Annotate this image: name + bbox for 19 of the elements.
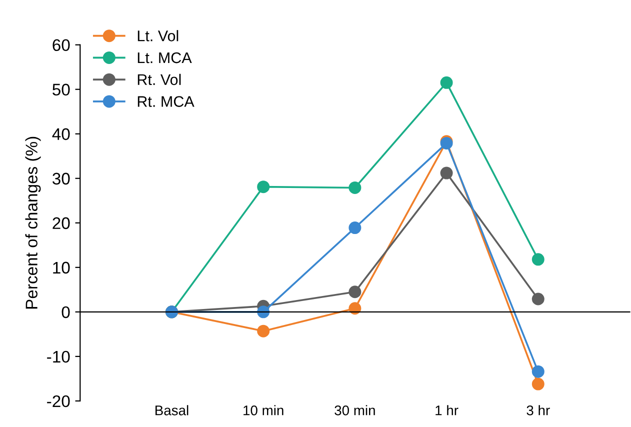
x-tick-label: Basal: [156, 405, 188, 416]
y-tick-label: 50: [52, 84, 70, 96]
y-tick-label: 40: [52, 128, 70, 140]
y-tick-label: 30: [52, 172, 70, 185]
x-tick-label: 3 hr: [526, 405, 550, 416]
y-tick-label: -10: [47, 350, 70, 363]
x-tick-label: 30 min: [334, 405, 375, 416]
y-tick-label: 10: [53, 262, 70, 274]
x-tick-label: 10 min: [244, 405, 284, 416]
y-tick-label: 20: [52, 217, 70, 230]
legend-label: Lt. Vol: [138, 30, 178, 42]
legend-label: Rt. Vol: [138, 74, 181, 86]
legend-label: Lt. MCA: [138, 52, 192, 64]
y-tick-label: -20: [47, 395, 70, 408]
legend-label: Rt. MCA: [138, 96, 194, 107]
y-axis-title: Percent of changes (%): [25, 136, 41, 309]
x-tick-label: 1 hr: [436, 405, 458, 416]
y-tick-label: 0: [62, 306, 70, 318]
y-tick-label: 60: [52, 39, 70, 52]
